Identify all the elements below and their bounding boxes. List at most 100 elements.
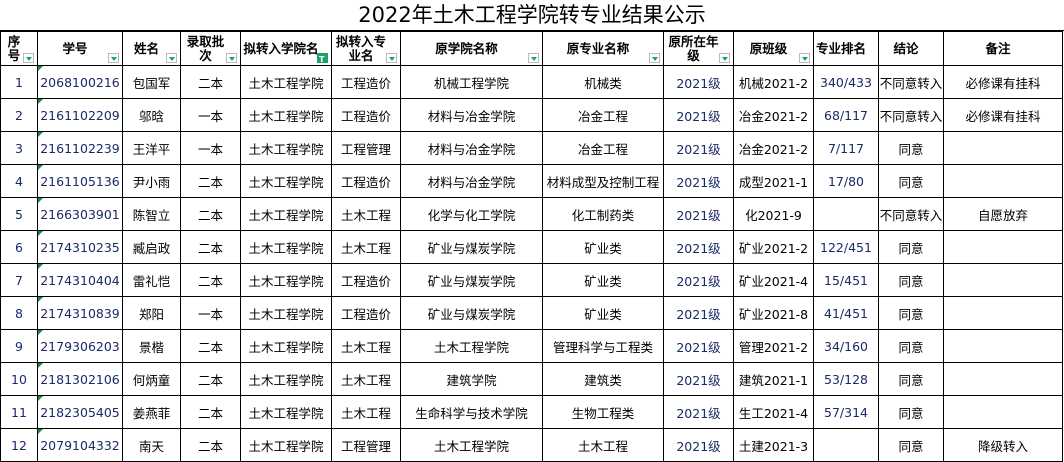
cell[interactable]: 必修课有挂科 [943,65,1063,99]
cell[interactable]: 自愿放弃 [943,197,1063,231]
filter-dropdown-icon[interactable] [799,53,810,63]
column-header[interactable]: 结论 [878,31,944,66]
column-header[interactable]: 姓名 [122,31,181,66]
cell[interactable] [813,197,879,231]
cell[interactable]: 34/160 [813,329,879,363]
cell[interactable]: 2079104332 [37,428,123,462]
cell[interactable]: 7 [0,263,38,297]
cell[interactable]: 材料与冶金学院 [400,98,543,132]
column-header[interactable]: 备注 [943,31,1063,66]
column-header[interactable]: 原所在年级 [663,31,734,66]
cell[interactable]: 2021级 [663,362,734,396]
cell[interactable]: 材料与冶金学院 [400,131,543,165]
cell[interactable]: 土木工程学院 [240,395,332,429]
cell[interactable]: 土木工程 [331,230,401,264]
cell[interactable]: 土木工程学院 [400,428,543,462]
column-header[interactable]: 专业排名 [813,31,879,66]
cell[interactable]: 工程造价 [331,65,401,99]
cell[interactable]: 同意 [878,296,944,330]
cell[interactable]: 7/117 [813,131,879,165]
cell[interactable] [943,296,1063,330]
cell[interactable]: 臧启政 [122,230,181,264]
cell[interactable]: 工程造价 [331,263,401,297]
cell[interactable]: 二本 [180,329,241,363]
cell[interactable]: 同意 [878,230,944,264]
cell[interactable]: 降级转入 [943,428,1063,462]
cell[interactable]: 何炳童 [122,362,181,396]
cell[interactable]: 土建2021-3 [733,428,814,462]
cell[interactable]: 建筑类 [542,362,664,396]
cell[interactable]: 化2021-9 [733,197,814,231]
cell[interactable]: 2179306203 [37,329,123,363]
cell[interactable] [943,329,1063,363]
cell[interactable]: 土木工程学院 [240,65,332,99]
cell[interactable]: 2174310839 [37,296,123,330]
cell[interactable]: 建筑2021-1 [733,362,814,396]
cell[interactable]: 矿业类 [542,230,664,264]
cell[interactable]: 土木工程学院 [240,131,332,165]
cell[interactable]: 冶金2021-2 [733,131,814,165]
cell[interactable]: 二本 [180,362,241,396]
cell[interactable]: 11 [0,395,38,429]
cell[interactable]: 2021级 [663,296,734,330]
cell[interactable]: 管理科学与工程类 [542,329,664,363]
cell[interactable]: 姜燕菲 [122,395,181,429]
cell[interactable]: 邬晗 [122,98,181,132]
cell[interactable]: 68/117 [813,98,879,132]
column-header[interactable]: 原学院名称 [400,31,543,66]
cell[interactable]: 2161102239 [37,131,123,165]
cell[interactable]: 2166303901 [37,197,123,231]
cell[interactable]: 矿业2021-4 [733,263,814,297]
cell[interactable]: 12 [0,428,38,462]
cell[interactable] [943,164,1063,198]
cell[interactable]: 土木工程学院 [240,164,332,198]
cell[interactable]: 土木工程 [331,395,401,429]
cell[interactable]: 陈智立 [122,197,181,231]
cell[interactable]: 53/128 [813,362,879,396]
cell[interactable]: 2182305405 [37,395,123,429]
cell[interactable]: 土木工程学院 [240,197,332,231]
cell[interactable]: 土木工程学院 [240,263,332,297]
cell[interactable]: 3 [0,131,38,165]
cell[interactable]: 二本 [180,395,241,429]
cell[interactable]: 不同意转入 [878,65,944,99]
cell[interactable]: 2161102209 [37,98,123,132]
cell[interactable]: 化学与化工学院 [400,197,543,231]
cell[interactable]: 同意 [878,428,944,462]
cell[interactable]: 2021级 [663,329,734,363]
cell[interactable]: 2021级 [663,65,734,99]
cell[interactable]: 矿业2021-2 [733,230,814,264]
cell[interactable]: 矿业与煤炭学院 [400,230,543,264]
cell[interactable]: 矿业与煤炭学院 [400,263,543,297]
cell[interactable]: 土木工程学院 [240,230,332,264]
cell[interactable]: 5 [0,197,38,231]
cell[interactable]: 王洋平 [122,131,181,165]
cell[interactable]: 2021级 [663,197,734,231]
cell[interactable]: 矿业类 [542,263,664,297]
cell[interactable]: 管理2021-2 [733,329,814,363]
cell[interactable]: 土木工程学院 [240,329,332,363]
cell[interactable]: 9 [0,329,38,363]
cell[interactable]: 57/314 [813,395,879,429]
cell[interactable]: 二本 [180,230,241,264]
cell[interactable]: 机械工程学院 [400,65,543,99]
cell[interactable]: 2174310235 [37,230,123,264]
cell[interactable]: 不同意转入 [878,98,944,132]
cell[interactable]: 土木工程 [331,362,401,396]
cell[interactable]: 包国军 [122,65,181,99]
active-filter-icon[interactable] [317,53,328,65]
column-header[interactable]: 拟转入学院名 [240,31,332,66]
cell[interactable]: 土木工程学院 [240,98,332,132]
cell[interactable]: 2021级 [663,263,734,297]
cell[interactable]: 机械类 [542,65,664,99]
cell[interactable]: 土木工程学院 [240,296,332,330]
cell[interactable]: 工程造价 [331,98,401,132]
cell[interactable]: 2068100216 [37,65,123,99]
cell[interactable]: 2021级 [663,164,734,198]
cell[interactable]: 矿业类 [542,296,664,330]
cell[interactable] [943,362,1063,396]
cell[interactable]: 2021级 [663,131,734,165]
cell[interactable]: 同意 [878,362,944,396]
filter-dropdown-icon[interactable] [108,53,119,63]
cell[interactable]: 冶金工程 [542,131,664,165]
